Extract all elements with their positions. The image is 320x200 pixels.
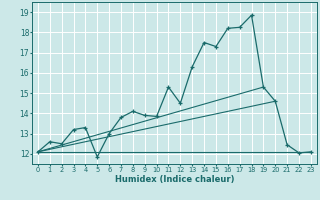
X-axis label: Humidex (Indice chaleur): Humidex (Indice chaleur) bbox=[115, 175, 234, 184]
